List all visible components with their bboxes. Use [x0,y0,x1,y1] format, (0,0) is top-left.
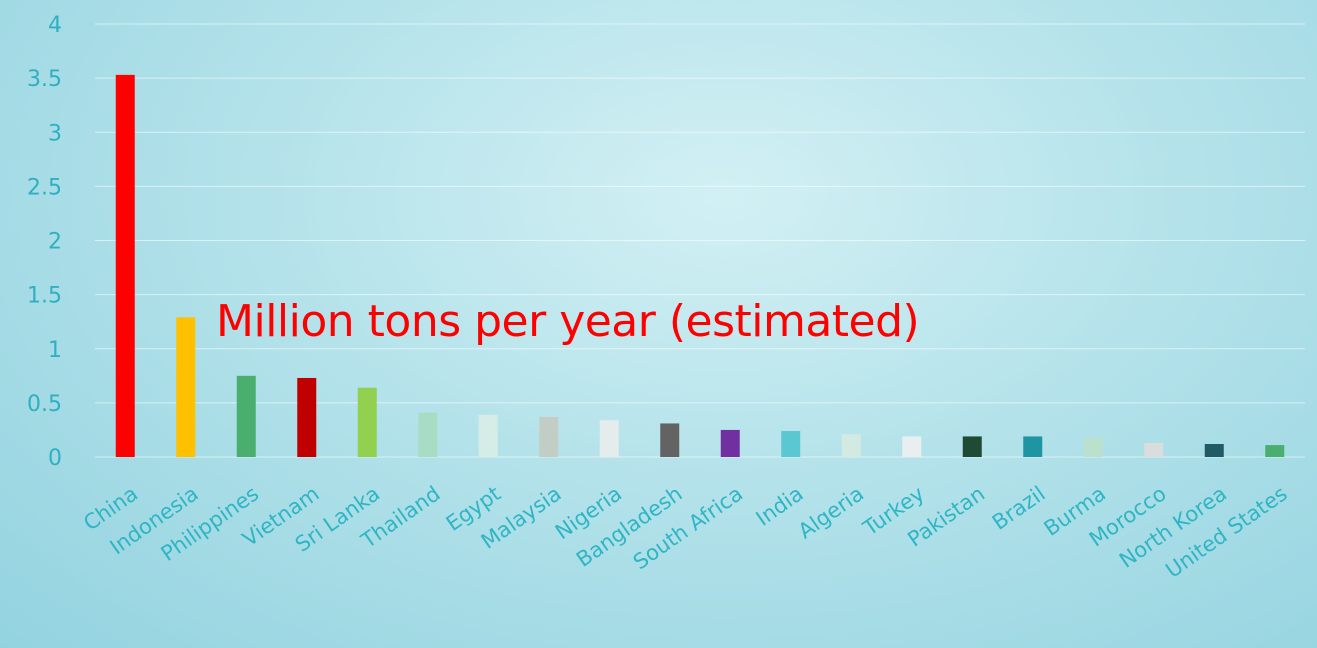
chart-annotation: Million tons per year (estimated) [216,296,920,347]
y-tick-label: 1.5 [27,284,62,309]
y-tick-label: 1 [48,338,62,363]
bar [297,377,317,457]
bar [418,412,438,457]
bar [962,436,982,457]
bar [1144,442,1164,457]
bar [599,420,619,457]
x-category-label: Brazil [988,481,1050,534]
bar [478,414,498,457]
bars [115,74,1285,457]
bar [1023,436,1043,457]
y-tick-label: 3 [48,121,62,146]
bar [176,317,196,457]
y-tick-label: 2 [48,230,62,255]
bar [660,423,680,457]
bar [1265,445,1285,457]
bar [902,436,922,457]
y-tick-label: 0.5 [27,392,62,417]
y-tick-label: 0 [48,446,62,471]
bar [357,387,377,457]
bar [720,429,740,457]
y-tick-label: 4 [48,13,62,38]
y-tick-label: 3.5 [27,67,62,92]
bar [115,74,135,457]
bar [1083,437,1103,457]
y-axis-tick-labels: 0 0.5 1 1.5 2 2.5 3 3.5 4 [27,13,62,471]
bar [781,431,801,457]
y-tick-label: 2.5 [27,175,62,200]
bar [1204,444,1224,457]
gridlines [95,23,1305,458]
bar [539,416,559,457]
bar [841,434,861,457]
bar [236,375,256,457]
x-category-label: Algeria [794,481,868,543]
